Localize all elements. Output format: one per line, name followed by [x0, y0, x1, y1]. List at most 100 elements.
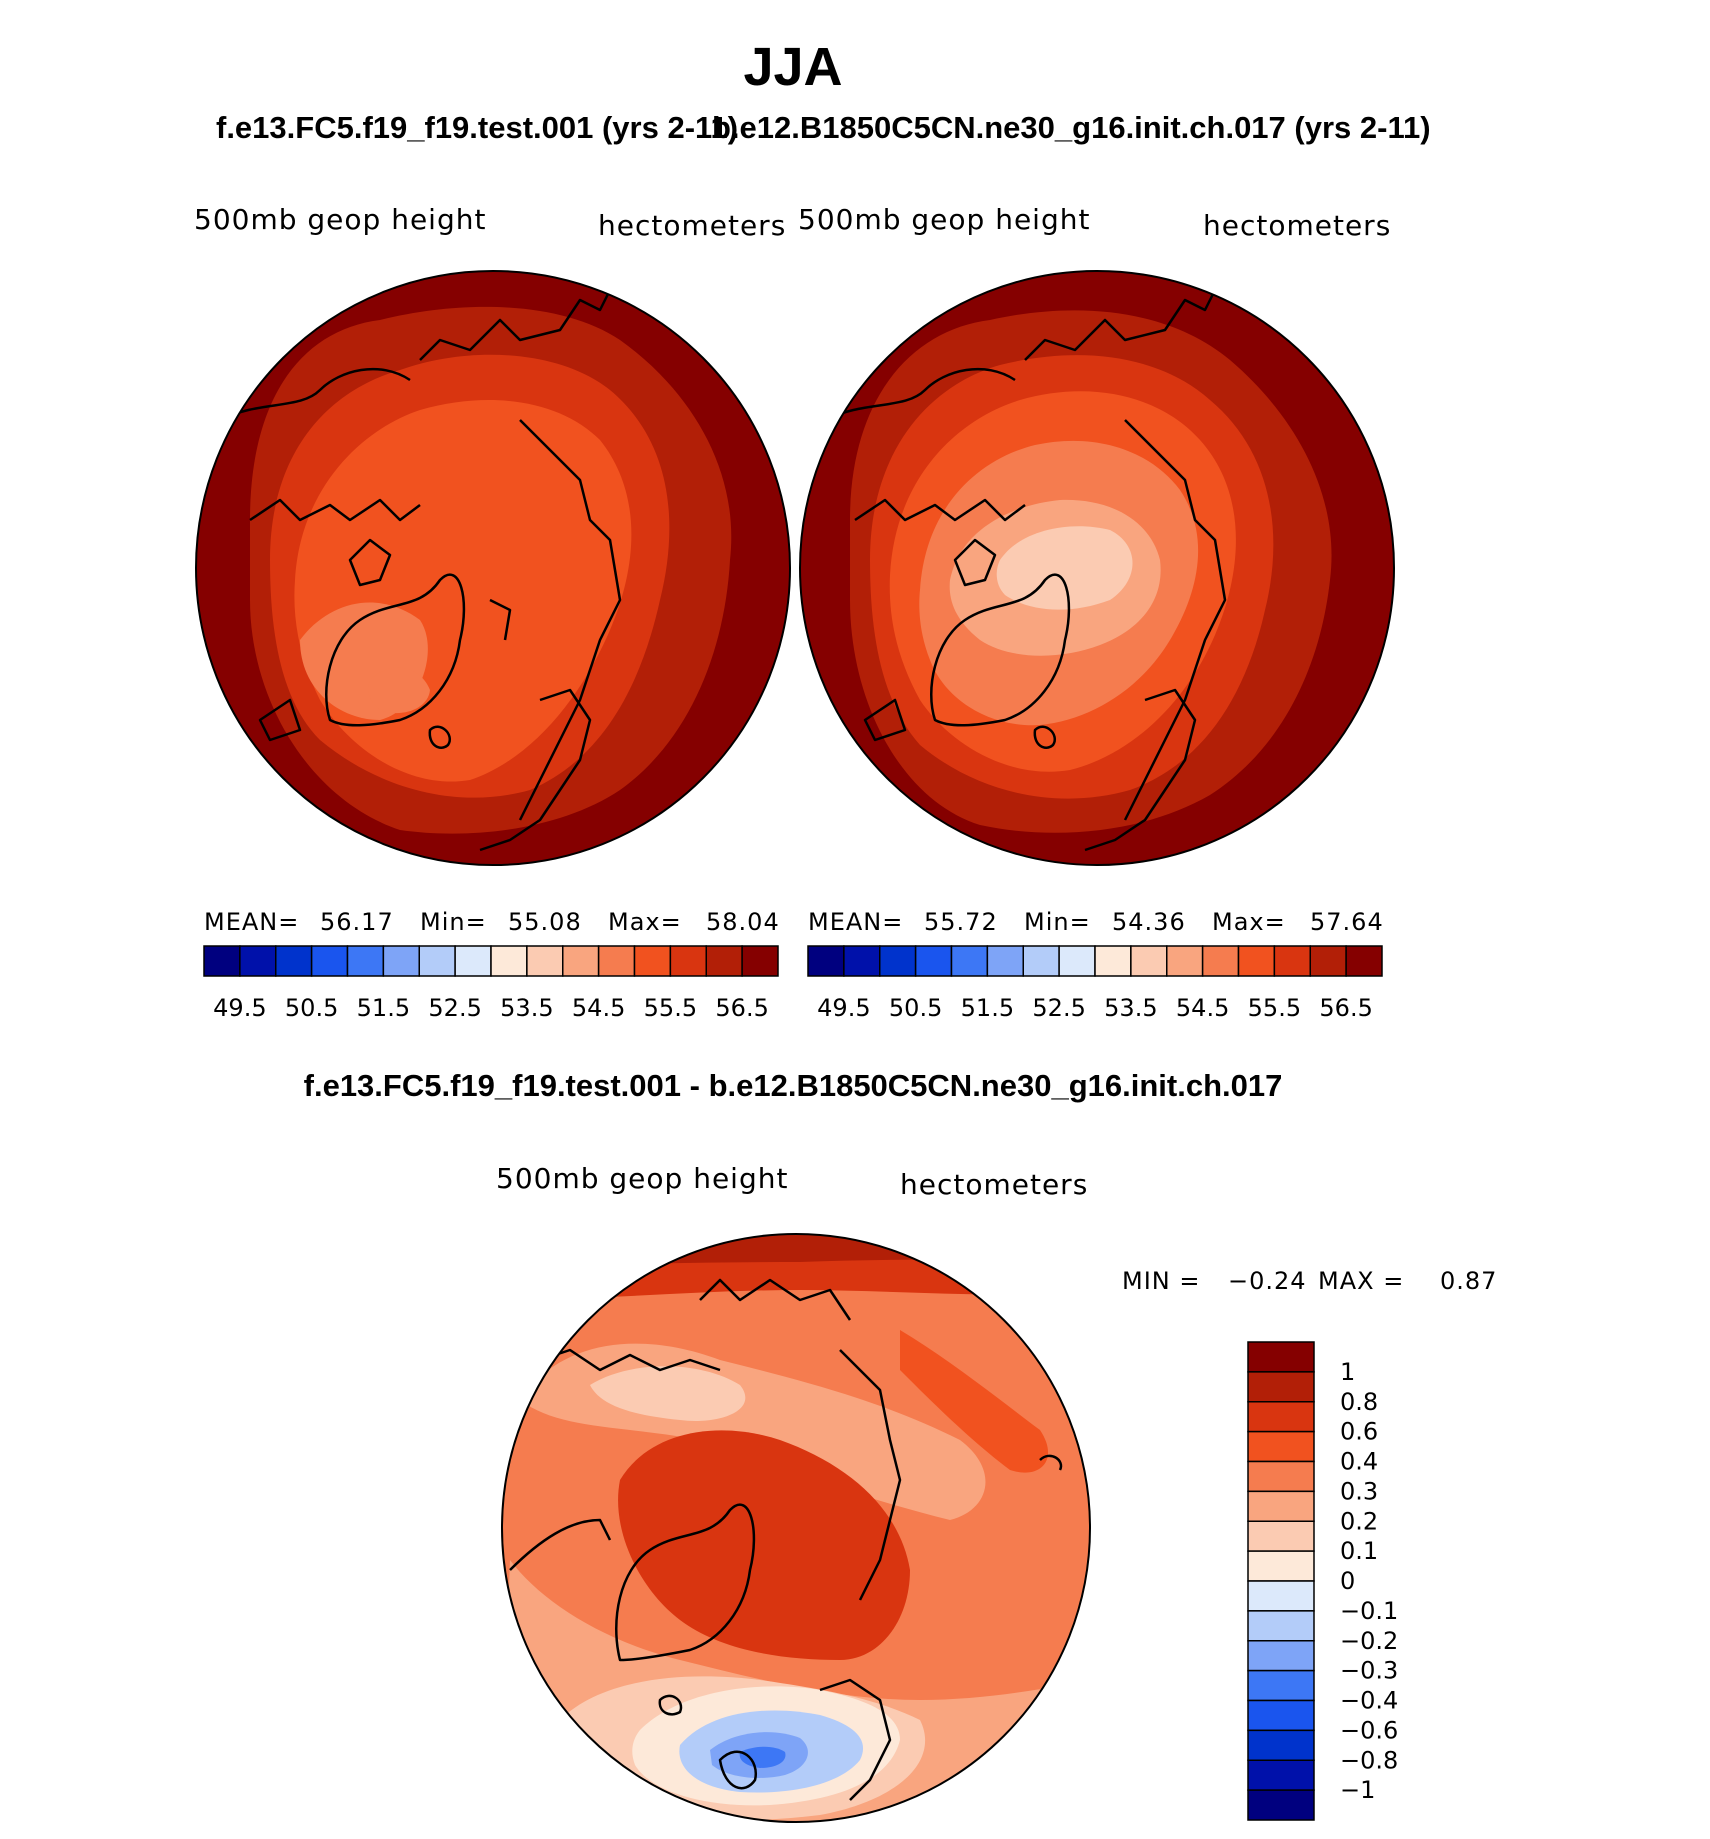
difference-colorbar-tick-label: −0.2 — [1340, 1627, 1398, 1655]
panel-2-colorbar-tick-label: 52.5 — [1032, 994, 1085, 1022]
panel-1-max-value: 58.04 — [706, 908, 780, 936]
panel-1-colorbar-tick-label: 54.5 — [572, 994, 625, 1022]
difference-colorbar-tick-label: −0.3 — [1340, 1657, 1398, 1685]
difference-colorbar-tick-label: 0.2 — [1340, 1507, 1378, 1535]
difference-max-value: 0.87 — [1440, 1267, 1498, 1295]
panel-2-colorbar-box — [1345, 945, 1383, 977]
panel-2-colorbar-box — [1201, 945, 1240, 977]
panel-1-colorbar-box — [310, 945, 349, 977]
panel-1-colorbar-box — [526, 945, 564, 977]
panel-2-min-label: Min= — [1024, 908, 1091, 936]
panel-1-colorbar-tick-label: 56.5 — [715, 994, 768, 1022]
panel-2-mean-value: 55.72 — [924, 908, 998, 936]
panel-2-map — [799, 270, 1395, 866]
panel-2-colorbar-box — [1058, 945, 1096, 977]
difference-colorbar-tick-label: 0.4 — [1340, 1448, 1378, 1476]
panel-2-colorbar-box — [914, 945, 953, 977]
difference-colorbar-tick-label: 1 — [1340, 1358, 1355, 1386]
difference-min-value: −0.24 — [1228, 1267, 1307, 1295]
panel-2-colorbar-box — [1273, 945, 1311, 977]
difference-colorbar-ticks: 10.80.60.40.30.20.10−0.1−0.2−0.3−0.4−0.6… — [1340, 1358, 1398, 1804]
panel-1-colorbar-tick-label: 50.5 — [285, 994, 338, 1022]
panel-1-colorbar-box — [490, 945, 528, 977]
panel-1-mean-label: MEAN= — [204, 908, 300, 936]
panel-2-variable-label: 500mb geop height — [798, 203, 1091, 236]
panel-1-min-label: Min= — [420, 908, 487, 936]
panel-2-min-value: 54.36 — [1112, 908, 1186, 936]
panel-1-colorbar-box — [633, 945, 672, 977]
panel-1-mean-value: 56.17 — [320, 908, 394, 936]
panel-1-colorbar-box — [597, 945, 636, 977]
panel-1-colorbar-box — [239, 945, 277, 977]
panel-1-min-value: 55.08 — [508, 908, 582, 936]
panel-1-colorbar-tick-label: 51.5 — [357, 994, 410, 1022]
difference-colorbar — [1247, 1341, 1315, 1821]
difference-title: f.e13.FC5.f19_f19.test.001 - b.e12.B1850… — [303, 1068, 1283, 1103]
panel-2-colorbar-box — [843, 945, 881, 977]
panel-1-colorbar-box — [418, 945, 456, 977]
panel-1-colorbar-box — [382, 945, 420, 977]
panel-2-colorbar-tick-label: 54.5 — [1176, 994, 1229, 1022]
panel-1-colorbar-box — [275, 945, 313, 977]
panel-1-colorbar-box — [669, 945, 707, 977]
difference-colorbar-box — [1247, 1699, 1315, 1732]
difference-colorbar-box — [1247, 1520, 1315, 1552]
difference-colorbar-tick-label: 0.8 — [1340, 1388, 1378, 1416]
panel-2-colorbar-tick-label: 49.5 — [817, 994, 870, 1022]
panel-1-colorbar-tick-label: 49.5 — [213, 994, 266, 1022]
panel-2-units-label: hectometers — [1203, 209, 1392, 242]
difference-colorbar-box — [1247, 1759, 1315, 1791]
panel-1-colorbar-box — [203, 945, 241, 977]
difference-units-label: hectometers — [900, 1168, 1089, 1201]
difference-colorbar-box — [1247, 1490, 1315, 1522]
panel-1-colorbar-box — [346, 945, 385, 977]
panel-1-colorbar-ticks: 49.5 50.5 51.5 52.5 53.5 54.5 55.5 56.5 — [213, 994, 769, 1022]
difference-variable-label: 500mb geop height — [496, 1162, 789, 1195]
panel-2-case-title: b.e12.B1850C5CN.ne30_g16.init.ch.017 (yr… — [712, 110, 1431, 145]
difference-colorbar-tick-label: −1 — [1340, 1776, 1375, 1804]
panel-2-colorbar-tick-label: 51.5 — [961, 994, 1014, 1022]
panel-1-colorbar-box — [562, 945, 600, 977]
panel-1-colorbar-tick-label: 55.5 — [644, 994, 697, 1022]
panel-1-colorbar-tick-label: 52.5 — [428, 994, 481, 1022]
panel-2-colorbar-box — [879, 945, 917, 977]
panel-2-colorbar-box — [986, 945, 1024, 977]
panel-1-units-label: hectometers — [598, 209, 787, 242]
difference-colorbar-box — [1247, 1550, 1315, 1582]
panel-1-colorbar-box — [741, 945, 779, 977]
difference-colorbar-box — [1247, 1460, 1315, 1493]
difference-colorbar-tick-label: −0.4 — [1340, 1687, 1398, 1715]
difference-colorbar-box — [1247, 1341, 1315, 1373]
panel-1-max-label: Max= — [608, 908, 682, 936]
difference-colorbar-box — [1247, 1729, 1315, 1761]
difference-colorbar-box — [1247, 1640, 1315, 1672]
panel-2-colorbar-box — [1022, 945, 1060, 977]
difference-colorbar-tick-label: 0.6 — [1340, 1418, 1378, 1446]
difference-colorbar-box — [1247, 1430, 1315, 1463]
difference-colorbar-box — [1247, 1580, 1315, 1612]
panel-2-colorbar-box — [1237, 945, 1276, 977]
difference-colorbar-box — [1247, 1789, 1315, 1821]
panel-2-colorbar-box — [807, 945, 845, 977]
difference-min-label: MIN = — [1122, 1267, 1201, 1295]
panel-2-colorbar-box — [1130, 945, 1168, 977]
panel-1-colorbar-box — [705, 945, 743, 977]
difference-colorbar-box — [1247, 1669, 1315, 1702]
difference-colorbar-tick-label: 0.1 — [1340, 1537, 1378, 1565]
panel-1-variable-label: 500mb geop height — [194, 203, 487, 236]
panel-2-mean-label: MEAN= — [808, 908, 904, 936]
panel-2-colorbar-box — [1094, 945, 1132, 977]
difference-colorbar-tick-label: −0.1 — [1340, 1597, 1398, 1625]
panel-2-colorbar — [807, 945, 1383, 977]
panel-2-colorbar-tick-label: 55.5 — [1248, 994, 1301, 1022]
panel-2-colorbar-tick-label: 53.5 — [1104, 994, 1157, 1022]
difference-colorbar-tick-label: −0.8 — [1340, 1746, 1398, 1774]
difference-map — [501, 1233, 1091, 1823]
figure-title: JJA — [743, 37, 843, 97]
difference-colorbar-tick-label: −0.6 — [1340, 1716, 1398, 1744]
panel-2-colorbar-ticks: 49.5 50.5 51.5 52.5 53.5 54.5 55.5 56.5 — [817, 994, 1373, 1022]
difference-colorbar-tick-label: 0.3 — [1340, 1477, 1378, 1505]
panel-1-colorbar — [203, 945, 779, 977]
difference-colorbar-tick-label: 0 — [1340, 1567, 1355, 1595]
panel-1-case-title: f.e13.FC5.f19_f19.test.001 (yrs 2-11) — [216, 110, 739, 145]
